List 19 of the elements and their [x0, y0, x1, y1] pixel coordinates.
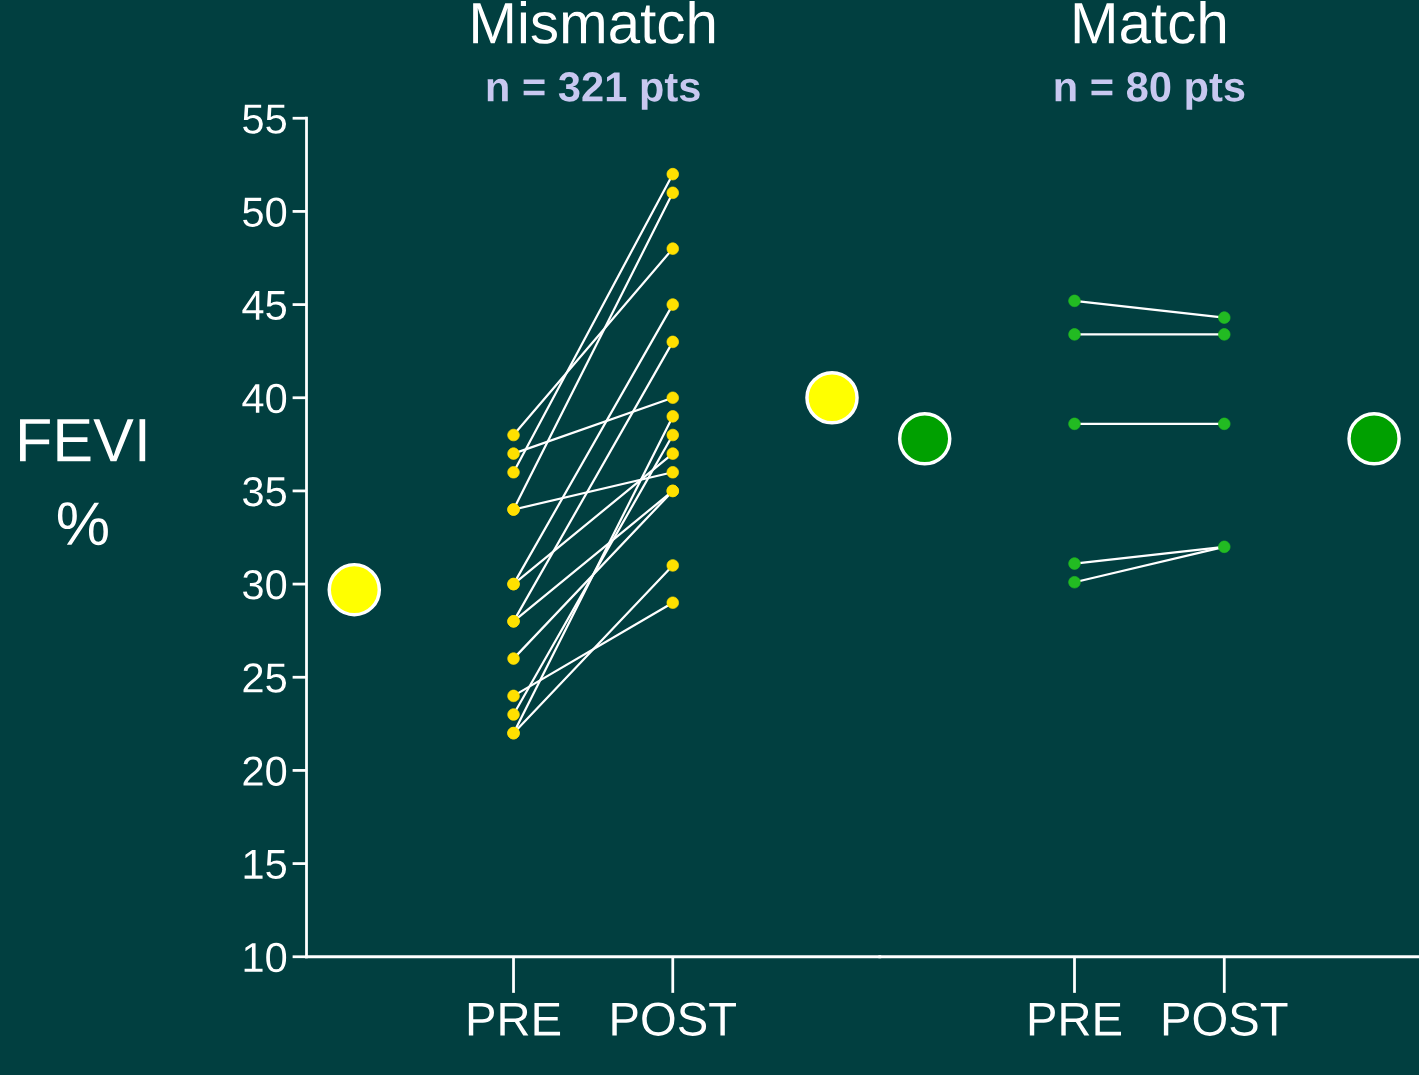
y-tick-label: 25	[243, 663, 287, 693]
y-tick-label: 15	[244, 850, 287, 880]
y-tick-label: 40	[242, 383, 287, 414]
x-tick-label: POST	[612, 1002, 736, 1036]
y-tick-label: 55	[243, 104, 287, 134]
y-tick-label: 10	[244, 942, 287, 973]
chart-title: Mismatch	[473, 0, 715, 44]
x-tick-label: PRE	[468, 1002, 561, 1036]
chart-title: Match	[1074, 0, 1226, 44]
y-axis-title: FEVI %	[20, 419, 146, 546]
y-tick-label: 35	[243, 476, 287, 507]
x-tick-label: POST	[1163, 1002, 1288, 1036]
y-tick-label: 20	[243, 756, 287, 786]
y-tick-label: 50	[243, 197, 287, 227]
y-tick-label: 30	[243, 570, 287, 600]
y-tick-label: 45	[242, 291, 287, 321]
chart-subtitle: n = 321 pts	[487, 72, 700, 110]
x-tick-label: PRE	[1029, 1002, 1122, 1036]
chart-subtitle: n = 80 pts	[1055, 72, 1245, 110]
